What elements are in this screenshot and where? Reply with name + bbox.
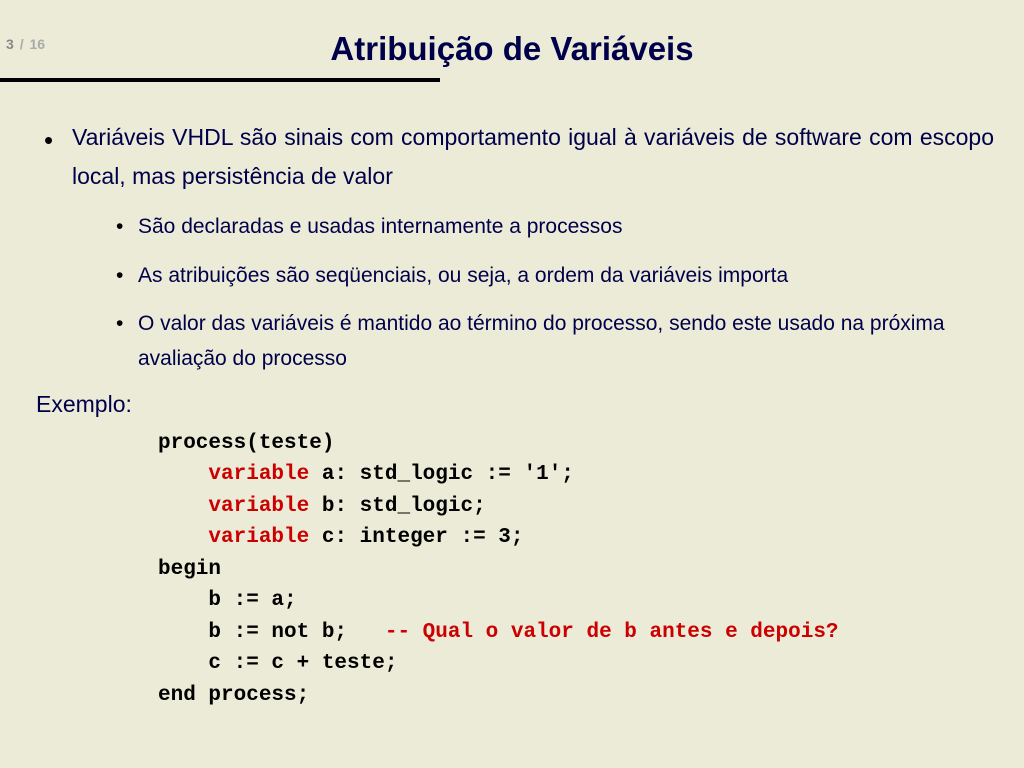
code-line-end: end process; [158,684,309,707]
code-line-1: process(teste) [158,432,334,455]
code-comment: -- Qual o valor de b antes e depois? [385,621,839,644]
page-number: 3 / 16 [6,36,45,52]
code-var-a: a: std_logic := '1'; [309,463,574,486]
slide-content: Variáveis VHDL são sinais com comportame… [0,118,1024,711]
code-keyword-variable-2: variable [208,495,309,518]
bullet-main: Variáveis VHDL são sinais com comportame… [44,118,994,377]
bullet-list-outer: Variáveis VHDL são sinais com comportame… [30,118,994,377]
code-line-assign-2a: b := not b; [158,621,385,644]
code-block: process(teste) variable a: std_logic := … [30,428,994,712]
bullet-main-text: Variáveis VHDL são sinais com comportame… [72,124,994,189]
bullet-sub-2: As atribuições são seqüenciais, ou seja,… [116,259,994,294]
code-var-c: c: integer := 3; [309,526,523,549]
title-underline [0,78,440,82]
code-var-b: b: std_logic; [309,495,485,518]
code-keyword-variable-3: variable [208,526,309,549]
example-label: Exemplo: [30,391,994,418]
page-total: 16 [29,36,45,52]
code-line-assign-3: c := c + teste; [158,652,397,675]
page-current: 3 [6,36,14,52]
code-line-begin: begin [158,558,221,581]
page-separator: / [20,36,24,52]
bullet-sub-1: São declaradas e usadas internamente a p… [116,210,994,245]
bullet-sub-3: O valor das variáveis é mantido ao térmi… [116,307,994,376]
slide-title: Atribuição de Variáveis [0,30,1024,68]
code-keyword-variable-1: variable [208,463,309,486]
code-line-assign-1: b := a; [158,589,297,612]
bullet-list-inner: São declaradas e usadas internamente a p… [72,210,994,377]
